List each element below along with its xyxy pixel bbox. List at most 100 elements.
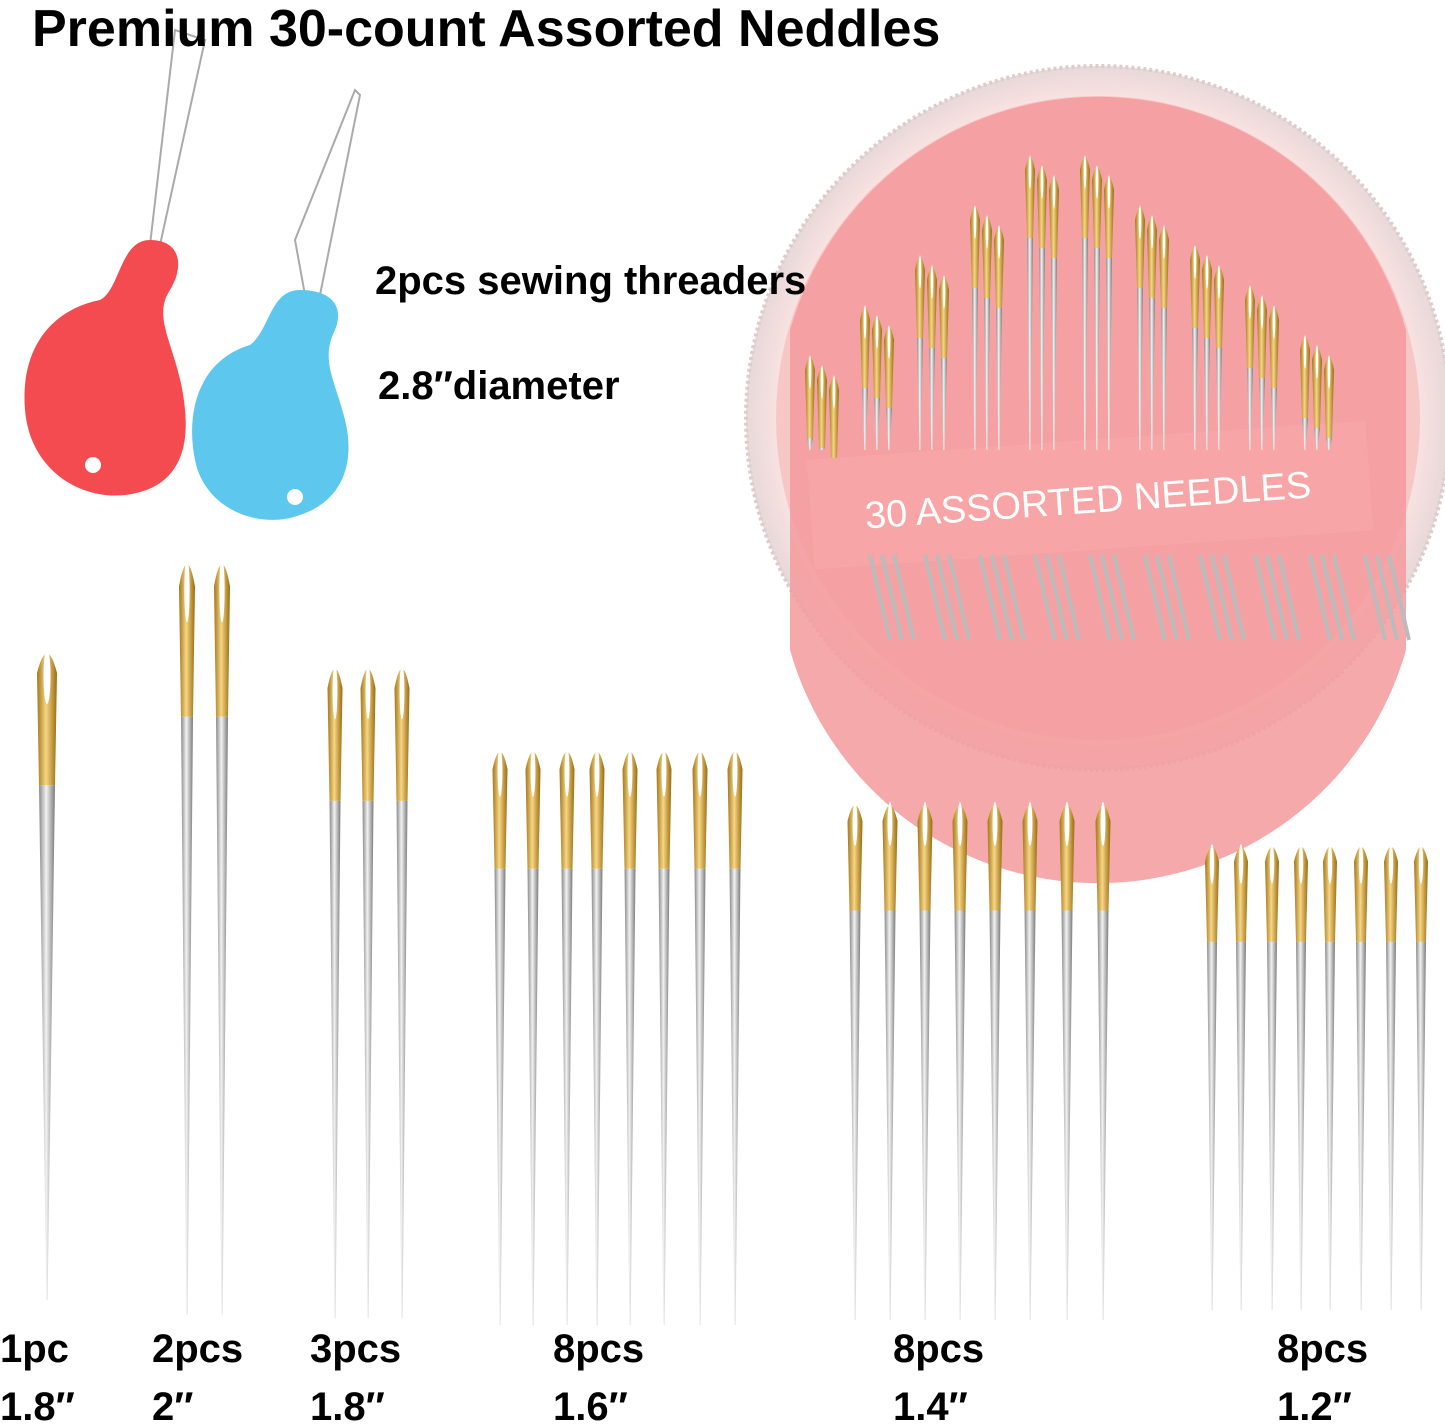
needle xyxy=(656,747,672,1325)
group-count: 1pc xyxy=(0,1327,69,1371)
needle-eye xyxy=(860,307,870,388)
needle-shaft xyxy=(1204,338,1210,450)
needle xyxy=(589,747,605,1325)
needle-eye xyxy=(1265,846,1279,942)
case-needle-lower xyxy=(1155,554,1179,641)
needle-eye-hole xyxy=(1052,175,1056,209)
needle-eye-hole xyxy=(1418,844,1424,884)
needle-eye-hole xyxy=(1269,844,1275,884)
needle xyxy=(1323,844,1337,1310)
group-length: 1.2″ xyxy=(1277,1385,1352,1426)
diameter-label: 2.8″diameter xyxy=(378,364,620,408)
needle-eye-hole xyxy=(184,557,190,623)
needle-eye-hole xyxy=(875,315,879,349)
case-needle-lower xyxy=(1277,554,1301,641)
needle-eye xyxy=(360,668,376,801)
case-needle-lower xyxy=(1088,554,1112,641)
needle-eye xyxy=(939,277,949,358)
needle-shaft xyxy=(1247,368,1253,450)
needle-eye-hole xyxy=(922,801,928,846)
needle-eye xyxy=(915,257,925,338)
needle-eye-hole xyxy=(1315,345,1319,379)
needle-eye-hole xyxy=(1358,844,1364,884)
needle-eye xyxy=(727,751,743,869)
needle-shaft xyxy=(1061,910,1073,1320)
needle xyxy=(327,663,343,1318)
needle-eye-hole xyxy=(1028,155,1032,189)
needle-eye xyxy=(1234,846,1248,942)
needle-shaft xyxy=(1236,941,1246,1310)
group-count: 8pcs xyxy=(1277,1327,1368,1371)
needle-eye-hole xyxy=(1238,844,1244,884)
needle-eye-hole xyxy=(1040,165,1044,199)
needle xyxy=(805,355,815,450)
needle-eye-hole xyxy=(530,747,536,797)
needle-eye-hole xyxy=(973,205,977,239)
needle xyxy=(860,305,870,450)
needle-eye xyxy=(882,805,898,911)
needle-eye-hole xyxy=(863,305,867,339)
needle xyxy=(492,747,508,1325)
needle-eye xyxy=(872,317,882,398)
needle-eye-hole xyxy=(1303,335,1307,369)
needle-shaft xyxy=(1267,941,1277,1310)
needle-shaft xyxy=(39,785,55,1300)
needle-shaft xyxy=(1314,428,1320,450)
case-needle-lower xyxy=(1320,554,1344,641)
needle-shaft xyxy=(694,868,706,1325)
needle-case: 30 ASSORTED NEEDLES xyxy=(744,64,1445,884)
needle-shaft xyxy=(1106,258,1112,450)
needle-eye-hole xyxy=(942,275,946,309)
needle xyxy=(1037,165,1047,450)
needle-shaft xyxy=(954,910,966,1320)
needle xyxy=(1324,355,1334,450)
needle-shaft xyxy=(996,308,1002,450)
needle-shaft xyxy=(1082,238,1088,450)
needle xyxy=(1092,165,1102,450)
needle-eye xyxy=(1257,297,1267,378)
needle xyxy=(994,225,1004,450)
needle-eye-hole xyxy=(219,557,225,623)
needle xyxy=(1257,295,1267,450)
needle xyxy=(525,747,541,1325)
needle-eye-hole xyxy=(887,801,893,846)
case-needle-lower xyxy=(1210,554,1234,641)
group-length: 1.8″ xyxy=(310,1385,385,1426)
needle-eye xyxy=(589,751,605,869)
needle-shaft xyxy=(1386,941,1396,1310)
needle-eye xyxy=(1323,846,1337,942)
case-needle-lower xyxy=(1100,554,1124,641)
needle-shaft xyxy=(1149,298,1155,450)
case-needle-lower xyxy=(947,554,971,641)
needle-eye xyxy=(492,751,508,869)
case-needles xyxy=(805,155,1411,641)
case-needle-lower xyxy=(1265,554,1289,641)
needle-eye-hole xyxy=(1209,844,1215,884)
needle-shaft xyxy=(561,868,573,1325)
needle xyxy=(1214,265,1224,450)
needle xyxy=(952,801,968,1320)
needle-shaft xyxy=(329,800,341,1318)
needle xyxy=(817,365,827,450)
case-needle-lower xyxy=(1045,554,1069,641)
needle-eye xyxy=(1384,846,1398,942)
needle-shaft xyxy=(1097,910,1109,1320)
needle xyxy=(1049,175,1059,450)
case-needle-lower xyxy=(1002,554,1026,641)
needle-eye xyxy=(1135,207,1145,288)
needle-eye-hole xyxy=(1100,801,1106,846)
needle-eye xyxy=(884,327,894,408)
needle-eye xyxy=(1205,846,1219,942)
needle xyxy=(179,557,195,1315)
needle-eye-hole xyxy=(1193,245,1197,279)
case-needle-lower xyxy=(1112,554,1136,641)
group-length: 1.6″ xyxy=(553,1385,628,1426)
needle-eye xyxy=(847,805,863,911)
needle-shaft xyxy=(527,868,539,1325)
needle-eye-hole xyxy=(1162,225,1166,259)
needle-shaft xyxy=(984,298,990,450)
needle xyxy=(917,801,933,1320)
needle xyxy=(1205,844,1219,1310)
needle xyxy=(1384,844,1398,1310)
needle xyxy=(884,325,894,450)
